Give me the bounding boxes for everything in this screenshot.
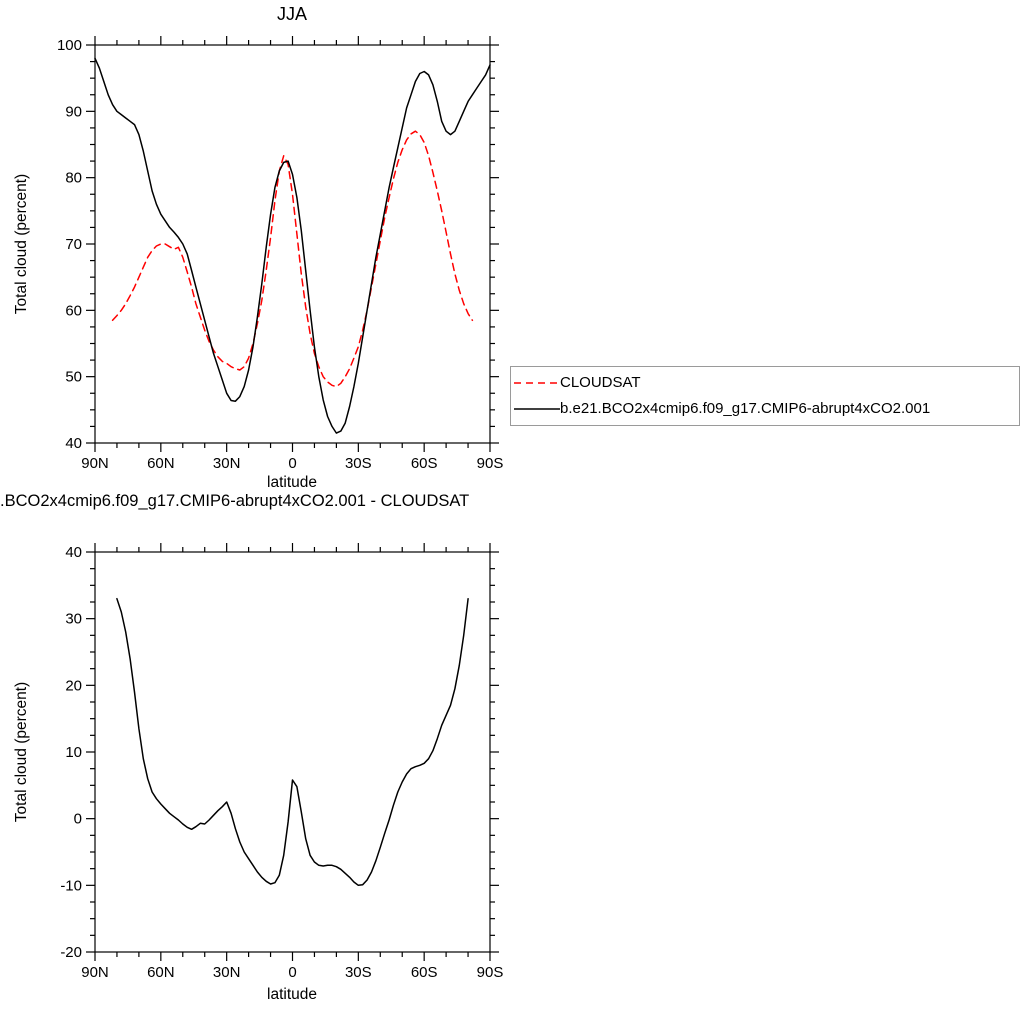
bottom-plot-area: 90N 60N 30N 0 30S 60S 90S -20 -10 0 10 20 30 40: [60, 543, 503, 981]
legend-entry-model: b.e21.BCO2x4cmip6.f09_g17.CMIP6-abrupt4x…: [513, 396, 1017, 422]
y-tick-label: 50: [65, 369, 82, 386]
y-tick-label: 70: [65, 236, 82, 253]
top-plot-area: 90N 60N 30N 0 30S 60S 90S 40 50 60 70 80 90 100: [57, 36, 503, 472]
legend-label-model: b.e21.BCO2x4cmip6.f09_g17.CMIP6-abrupt4x…: [560, 400, 931, 417]
y-tick-label: 80: [65, 170, 82, 187]
y-tick-label: -20: [60, 944, 82, 961]
red-dashed-line-sample: [514, 382, 560, 384]
top-chart-canvas: JJA latitude Total cloud (percent) 90N 60…: [13, 4, 503, 491]
y-tick-label: -10: [60, 877, 82, 894]
y-tick-label: 90: [65, 103, 82, 120]
top-chart-xlabel: latitude: [267, 474, 317, 491]
x-tick-label: 60N: [147, 455, 175, 472]
bottom-chart-xlabel: latitude: [267, 986, 317, 1003]
series-model-minus-cloudsat: [116, 597, 469, 887]
x-tick-label: 0: [288, 964, 296, 981]
y-tick-label: 40: [65, 544, 82, 561]
bottom-chart-canvas: .BCO2x4cmip6.f09_g17.CMIP6-abrupt4xCO2.0…: [0, 492, 503, 1003]
bottom-chart-ylabel: Total cloud (percent): [13, 682, 30, 822]
x-tick-label: 60N: [147, 964, 175, 981]
black-solid-line-sample: [514, 408, 560, 410]
x-tick-label: 90S: [477, 455, 504, 472]
legend-label-cloudsat: CLOUDSAT: [560, 374, 641, 391]
top-chart-title: JJA: [277, 4, 307, 24]
x-tick-label: 0: [288, 455, 296, 472]
series-b.e21.BCO2x4cmip6.f09_g17.CMIP6-abrupt4xCO2.001: [94, 57, 491, 434]
bottom-chart-title: .BCO2x4cmip6.f09_g17.CMIP6-abrupt4xCO2.0…: [0, 492, 469, 510]
y-tick-label: 10: [65, 744, 82, 761]
x-tick-label: 60S: [411, 964, 438, 981]
top-chart-ylabel: Total cloud (percent): [13, 174, 30, 314]
y-tick-label: 40: [65, 435, 82, 452]
x-tick-label: 30N: [213, 455, 241, 472]
x-tick-label: 60S: [411, 455, 438, 472]
x-tick-label: 30N: [213, 964, 241, 981]
legend-entry-cloudsat: CLOUDSAT: [513, 370, 1017, 396]
plot-frame: [94, 551, 491, 953]
x-tick-label: 90S: [477, 964, 504, 981]
legend-box: CLOUDSAT b.e21.BCO2x4cmip6.f09_g17.CMIP6…: [510, 366, 1020, 426]
series-CLOUDSAT: [111, 130, 474, 388]
y-tick-label: 100: [57, 37, 82, 54]
y-tick-label: 60: [65, 302, 82, 319]
x-tick-label: 90N: [81, 455, 109, 472]
y-tick-label: 0: [74, 811, 82, 828]
y-tick-label: 20: [65, 677, 82, 694]
plot-frame: [94, 44, 491, 444]
x-tick-label: 90N: [81, 964, 109, 981]
y-tick-label: 30: [65, 611, 82, 628]
x-tick-label: 30S: [345, 964, 372, 981]
x-tick-label: 30S: [345, 455, 372, 472]
